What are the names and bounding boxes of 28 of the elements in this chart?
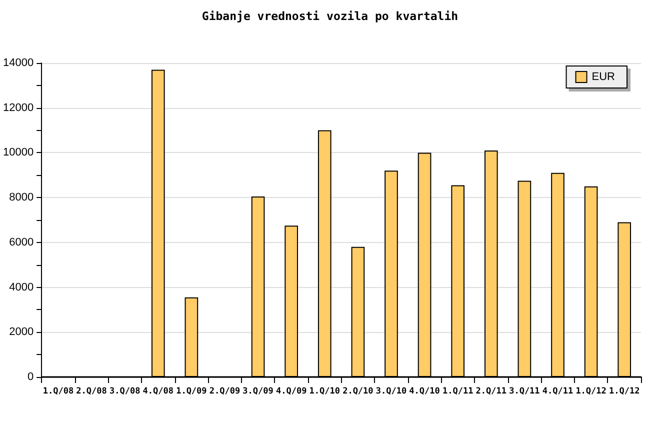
- x-tick-label: 1.Q/11: [442, 386, 474, 396]
- x-tick-label: 3.Q/11: [509, 386, 540, 396]
- y-tick-label: 10000: [2, 146, 34, 159]
- x-tick-label: 2.Q/08: [76, 386, 107, 396]
- y-tick-label: 12000: [2, 102, 34, 114]
- x-tick-label: 2.Q/10: [342, 386, 374, 396]
- legend-label: EUR: [592, 71, 616, 83]
- y-tick-label: 2000: [9, 326, 34, 338]
- x-tick-label: 1.Q/08: [42, 386, 74, 396]
- x-tick-label: 1.Q/10: [309, 386, 340, 396]
- x-tick-label: 4.Q/08: [142, 386, 174, 396]
- x-tick-label: 1.Q/09: [176, 386, 207, 396]
- x-tick-label: 4.Q/11: [542, 386, 574, 396]
- x-tick-label: 2.Q/11: [476, 386, 507, 396]
- x-tick-label: 2.Q/09: [209, 386, 240, 396]
- x-tick-label: 3.Q/08: [109, 386, 140, 396]
- chart-title: Gibanje vrednosti vozila po kvartalih: [202, 9, 458, 23]
- y-tick-label: 14000: [2, 57, 34, 69]
- y-tick-label: 6000: [9, 236, 34, 248]
- y-tick-label: 0: [27, 371, 34, 383]
- x-tick-label: 3.Q/10: [376, 386, 407, 396]
- y-tick-label: 4000: [9, 281, 34, 294]
- y-tick-label: 8000: [9, 192, 34, 204]
- x-tick-label: 3.Q/09: [242, 386, 274, 396]
- x-tick-label: 1.Q/12: [608, 386, 640, 396]
- x-tick-label: 1.Q/12: [576, 386, 606, 396]
- x-tick-label: 4.Q/09: [276, 386, 307, 396]
- x-tick-label: 4.Q/10: [409, 386, 440, 396]
